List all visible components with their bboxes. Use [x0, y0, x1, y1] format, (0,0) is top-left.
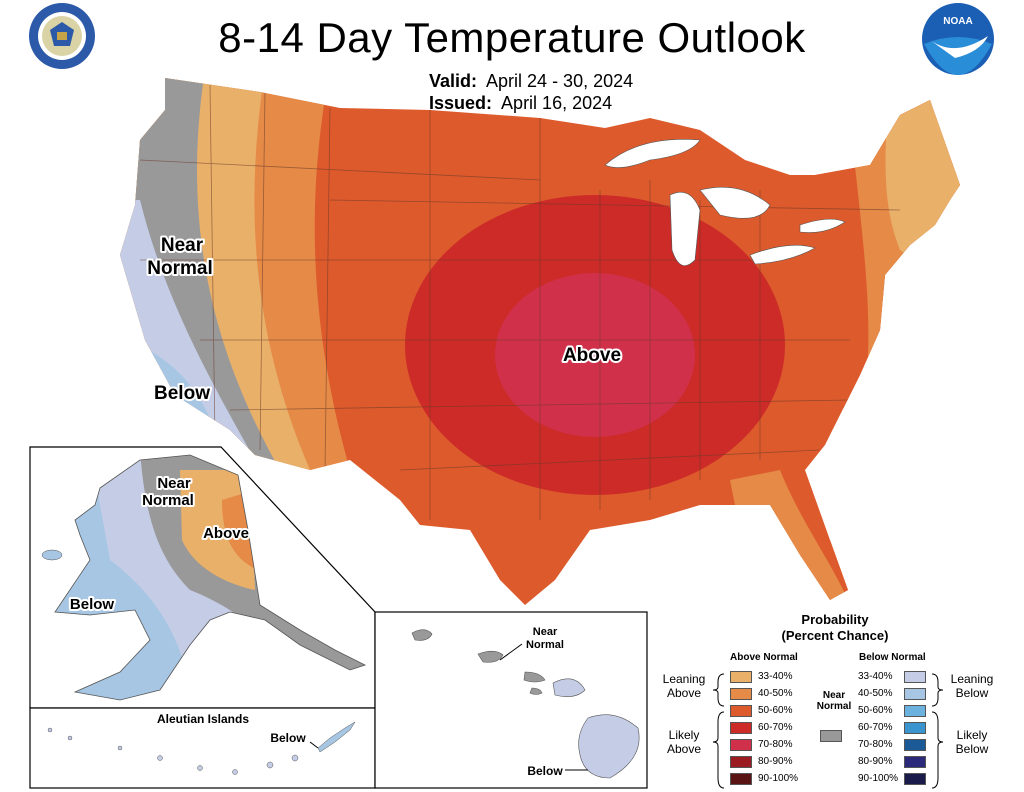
above-swatch-label-4: 60-70%: [758, 722, 793, 733]
near-normal-swatch: [820, 730, 842, 742]
above-swatch-7: [730, 773, 752, 785]
leaning-below-label: Leaning Below: [950, 672, 994, 700]
below-swatch-7: [904, 773, 926, 785]
ak-near-label-2: Normal: [142, 492, 194, 509]
above-swatch-1: [730, 671, 752, 683]
aleutian-inset: Aleutian Islands Below: [29, 707, 376, 789]
below-swatch-3: [904, 705, 926, 717]
below-swatch-label-5: 70-80%: [858, 739, 893, 750]
page-title: 8-14 Day Temperature Outlook: [218, 14, 806, 61]
above-swatch-5: [730, 739, 752, 751]
above-swatch-label-2: 40-50%: [758, 688, 793, 699]
below-swatch-label-3: 50-60%: [858, 705, 893, 716]
legend-title-2: (Percent Chance): [781, 628, 889, 643]
legend-braces-above: [712, 673, 725, 789]
issued-date: April 16, 2024: [501, 93, 613, 113]
above-swatch-label-1: 33-40%: [758, 671, 793, 682]
conus-below-label: Below: [154, 383, 210, 404]
conus-above-label: Above: [563, 345, 621, 366]
legend-near-normal-label: Near Normal: [816, 690, 852, 712]
probability-legend: Probability (Percent Chance) Above Norma…: [650, 612, 1020, 790]
aleutian-title: Aleutian Islands: [157, 712, 249, 726]
alaska-inset: Near Normal Above Below: [29, 446, 376, 709]
above-swatch-label-6: 80-90%: [758, 756, 793, 767]
hi-below-label: Below: [527, 764, 563, 778]
hi-near-label-1: Near: [533, 626, 558, 638]
below-swatch-2: [904, 688, 926, 700]
above-swatch-4: [730, 722, 752, 734]
commerce-seal-icon: [29, 3, 95, 69]
legend-below-header: Below Normal: [859, 652, 926, 663]
above-swatch-6: [730, 756, 752, 768]
hi-near-label-2: Normal: [526, 639, 564, 651]
svg-text:NOAA: NOAA: [943, 16, 972, 27]
noaa-logo-icon: NOAA: [922, 3, 994, 75]
legend-title-1: Probability: [801, 612, 869, 627]
valid-dates: April 24 - 30, 2024: [486, 71, 634, 91]
below-swatch-label-7: 90-100%: [858, 773, 899, 784]
below-swatch-label-1: 33-40%: [858, 671, 893, 682]
above-swatch-label-5: 70-80%: [758, 739, 793, 750]
issued-line: Issued: April 16, 2024: [429, 93, 612, 114]
below-swatch-5: [904, 739, 926, 751]
ak-below-label: Below: [70, 596, 115, 613]
hawaii-inset: Near Normal Below: [374, 611, 648, 789]
valid-line: Valid: April 24 - 30, 2024: [429, 71, 633, 92]
below-swatch-6: [904, 756, 926, 768]
likely-above-label: Likely Above: [666, 728, 702, 756]
above-swatch-label-3: 50-60%: [758, 705, 793, 716]
conus-near-normal-label-1: Near: [161, 235, 204, 256]
issued-label: Issued:: [429, 93, 493, 113]
above-swatch-2: [730, 688, 752, 700]
below-swatch-4: [904, 722, 926, 734]
ak-above-label: Above: [203, 525, 249, 542]
above-swatch-label-7: 90-100%: [758, 773, 799, 784]
valid-label: Valid:: [429, 71, 478, 91]
leaning-above-label: Leaning Above: [662, 672, 706, 700]
ak-near-label-1: Near: [157, 475, 191, 492]
above-swatch-3: [730, 705, 752, 717]
legend-above-header: Above Normal: [730, 652, 798, 663]
below-swatch-label-6: 80-90%: [858, 756, 893, 767]
likely-below-label: Likely Below: [955, 728, 989, 756]
great-lakes: [604, 139, 846, 266]
conus-near-normal-label-2: Normal: [147, 258, 212, 279]
legend-braces-below: [931, 673, 944, 789]
below-swatch-label-4: 60-70%: [858, 722, 893, 733]
below-swatch-1: [904, 671, 926, 683]
below-swatch-label-2: 40-50%: [858, 688, 893, 699]
aleutian-below-label: Below: [270, 731, 306, 745]
